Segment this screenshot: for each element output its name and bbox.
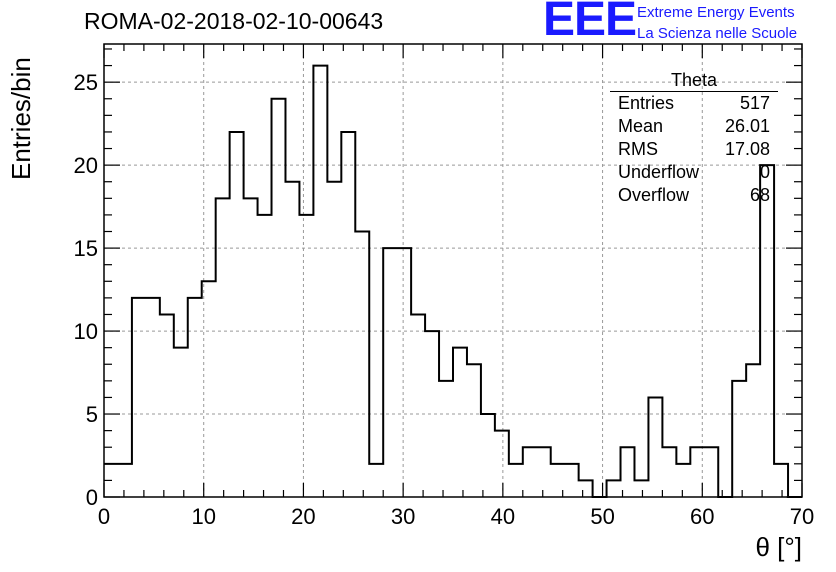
histogram-bin xyxy=(607,480,621,497)
y-tick-label: 0 xyxy=(86,485,98,510)
brand-line-1: Extreme Energy Events xyxy=(637,4,795,21)
histogram-bin xyxy=(425,331,439,497)
histogram-bin xyxy=(118,464,132,497)
y-tick-label: 25 xyxy=(74,70,98,95)
stats-value: 0 xyxy=(759,162,770,182)
x-tick-label: 30 xyxy=(391,504,415,529)
histogram-bin xyxy=(509,464,523,497)
histogram-bin xyxy=(160,314,174,497)
histogram-bin xyxy=(411,314,425,497)
histogram-bin xyxy=(369,464,383,497)
histogram-bin xyxy=(313,66,327,497)
histogram-bin xyxy=(746,364,760,497)
histogram-bin xyxy=(662,447,676,497)
y-tick-label: 20 xyxy=(74,153,98,178)
tick-labels: 0 10 20 30 40 50 60 70 0 5 10 15 20 25 xyxy=(74,70,815,529)
histogram-bin xyxy=(704,447,718,497)
stats-row-underflow: Underflow 0 xyxy=(610,161,778,184)
histogram-bin xyxy=(327,182,341,497)
chart-title: ROMA-02-2018-02-10-00643 xyxy=(84,8,384,34)
histogram-bin xyxy=(774,464,788,497)
histogram-bin xyxy=(537,447,551,497)
histogram-bin xyxy=(453,348,467,497)
histogram-bin xyxy=(579,480,593,497)
histogram-bin xyxy=(132,298,146,497)
stats-label: Entries xyxy=(618,93,675,113)
stats-title: Theta xyxy=(610,70,778,92)
histogram-bin xyxy=(299,215,313,497)
histogram-bin xyxy=(565,464,579,497)
stats-label: RMS xyxy=(618,139,658,159)
histogram-bin xyxy=(467,364,481,497)
histogram-bin xyxy=(146,298,160,497)
ticks xyxy=(103,44,803,498)
stats-value: 517 xyxy=(739,93,770,113)
y-tick-label: 10 xyxy=(74,319,98,344)
x-tick-label: 10 xyxy=(191,504,215,529)
x-tick-label: 0 xyxy=(98,504,110,529)
histogram-bin xyxy=(244,198,258,497)
x-tick-label: 60 xyxy=(690,504,714,529)
histogram-bin xyxy=(397,248,411,497)
brand-line-2: La Scienza nelle Scuole xyxy=(637,25,798,42)
stats-row-overflow: Overflow 68 xyxy=(610,184,778,207)
eee-logo-mark: EEE xyxy=(543,0,637,46)
histogram-bin xyxy=(230,132,244,497)
grid xyxy=(104,44,802,497)
histogram-bin xyxy=(174,348,188,497)
histogram-bin xyxy=(690,447,704,497)
stats-value: 26.01 xyxy=(724,116,770,136)
plot-frame xyxy=(103,43,803,498)
histogram-bin xyxy=(355,232,369,497)
histogram-bin xyxy=(202,281,216,497)
histogram-bin xyxy=(648,397,662,497)
stats-row-mean: Mean 26.01 xyxy=(610,115,778,138)
histogram-bin xyxy=(732,381,746,497)
histogram-bin xyxy=(621,447,635,497)
x-tick-label: 40 xyxy=(491,504,515,529)
histogram-bin xyxy=(258,215,272,497)
histogram-bin xyxy=(188,298,202,497)
histogram-bin xyxy=(760,165,774,497)
x-tick-label: 50 xyxy=(590,504,614,529)
histogram-bin xyxy=(216,198,230,497)
axes xyxy=(103,43,803,498)
histogram-bin xyxy=(341,132,355,497)
stats-box: Theta Entries 517 Mean 26.01 RMS 17.08 U… xyxy=(610,70,778,207)
stats-label: Mean xyxy=(618,116,664,136)
histogram-bin xyxy=(272,99,286,497)
x-axis-label: θ [°] xyxy=(755,532,802,562)
histogram-outline xyxy=(104,64,802,498)
histogram-bin xyxy=(634,480,648,497)
stats-value: 17.08 xyxy=(724,139,770,159)
histogram-bin xyxy=(551,464,565,497)
x-tick-label: 20 xyxy=(291,504,315,529)
y-tick-label: 5 xyxy=(86,402,98,427)
stats-row-entries: Entries 517 xyxy=(610,92,778,115)
stats-row-rms: RMS 17.08 xyxy=(610,138,778,161)
histogram-bin xyxy=(523,447,537,497)
y-tick-label: 15 xyxy=(74,236,98,261)
histogram-bin xyxy=(481,414,495,497)
stats-label: Underflow xyxy=(618,162,700,182)
stats-label: Overflow xyxy=(618,185,690,205)
histogram-bin xyxy=(676,464,690,497)
histogram-bin xyxy=(383,248,397,497)
histogram-bin xyxy=(495,431,509,497)
stats-value: 68 xyxy=(749,185,770,205)
x-tick-label: 70 xyxy=(790,504,814,529)
histogram-bin xyxy=(439,381,453,497)
histogram-bin xyxy=(104,464,118,497)
histogram-bin xyxy=(285,182,299,497)
